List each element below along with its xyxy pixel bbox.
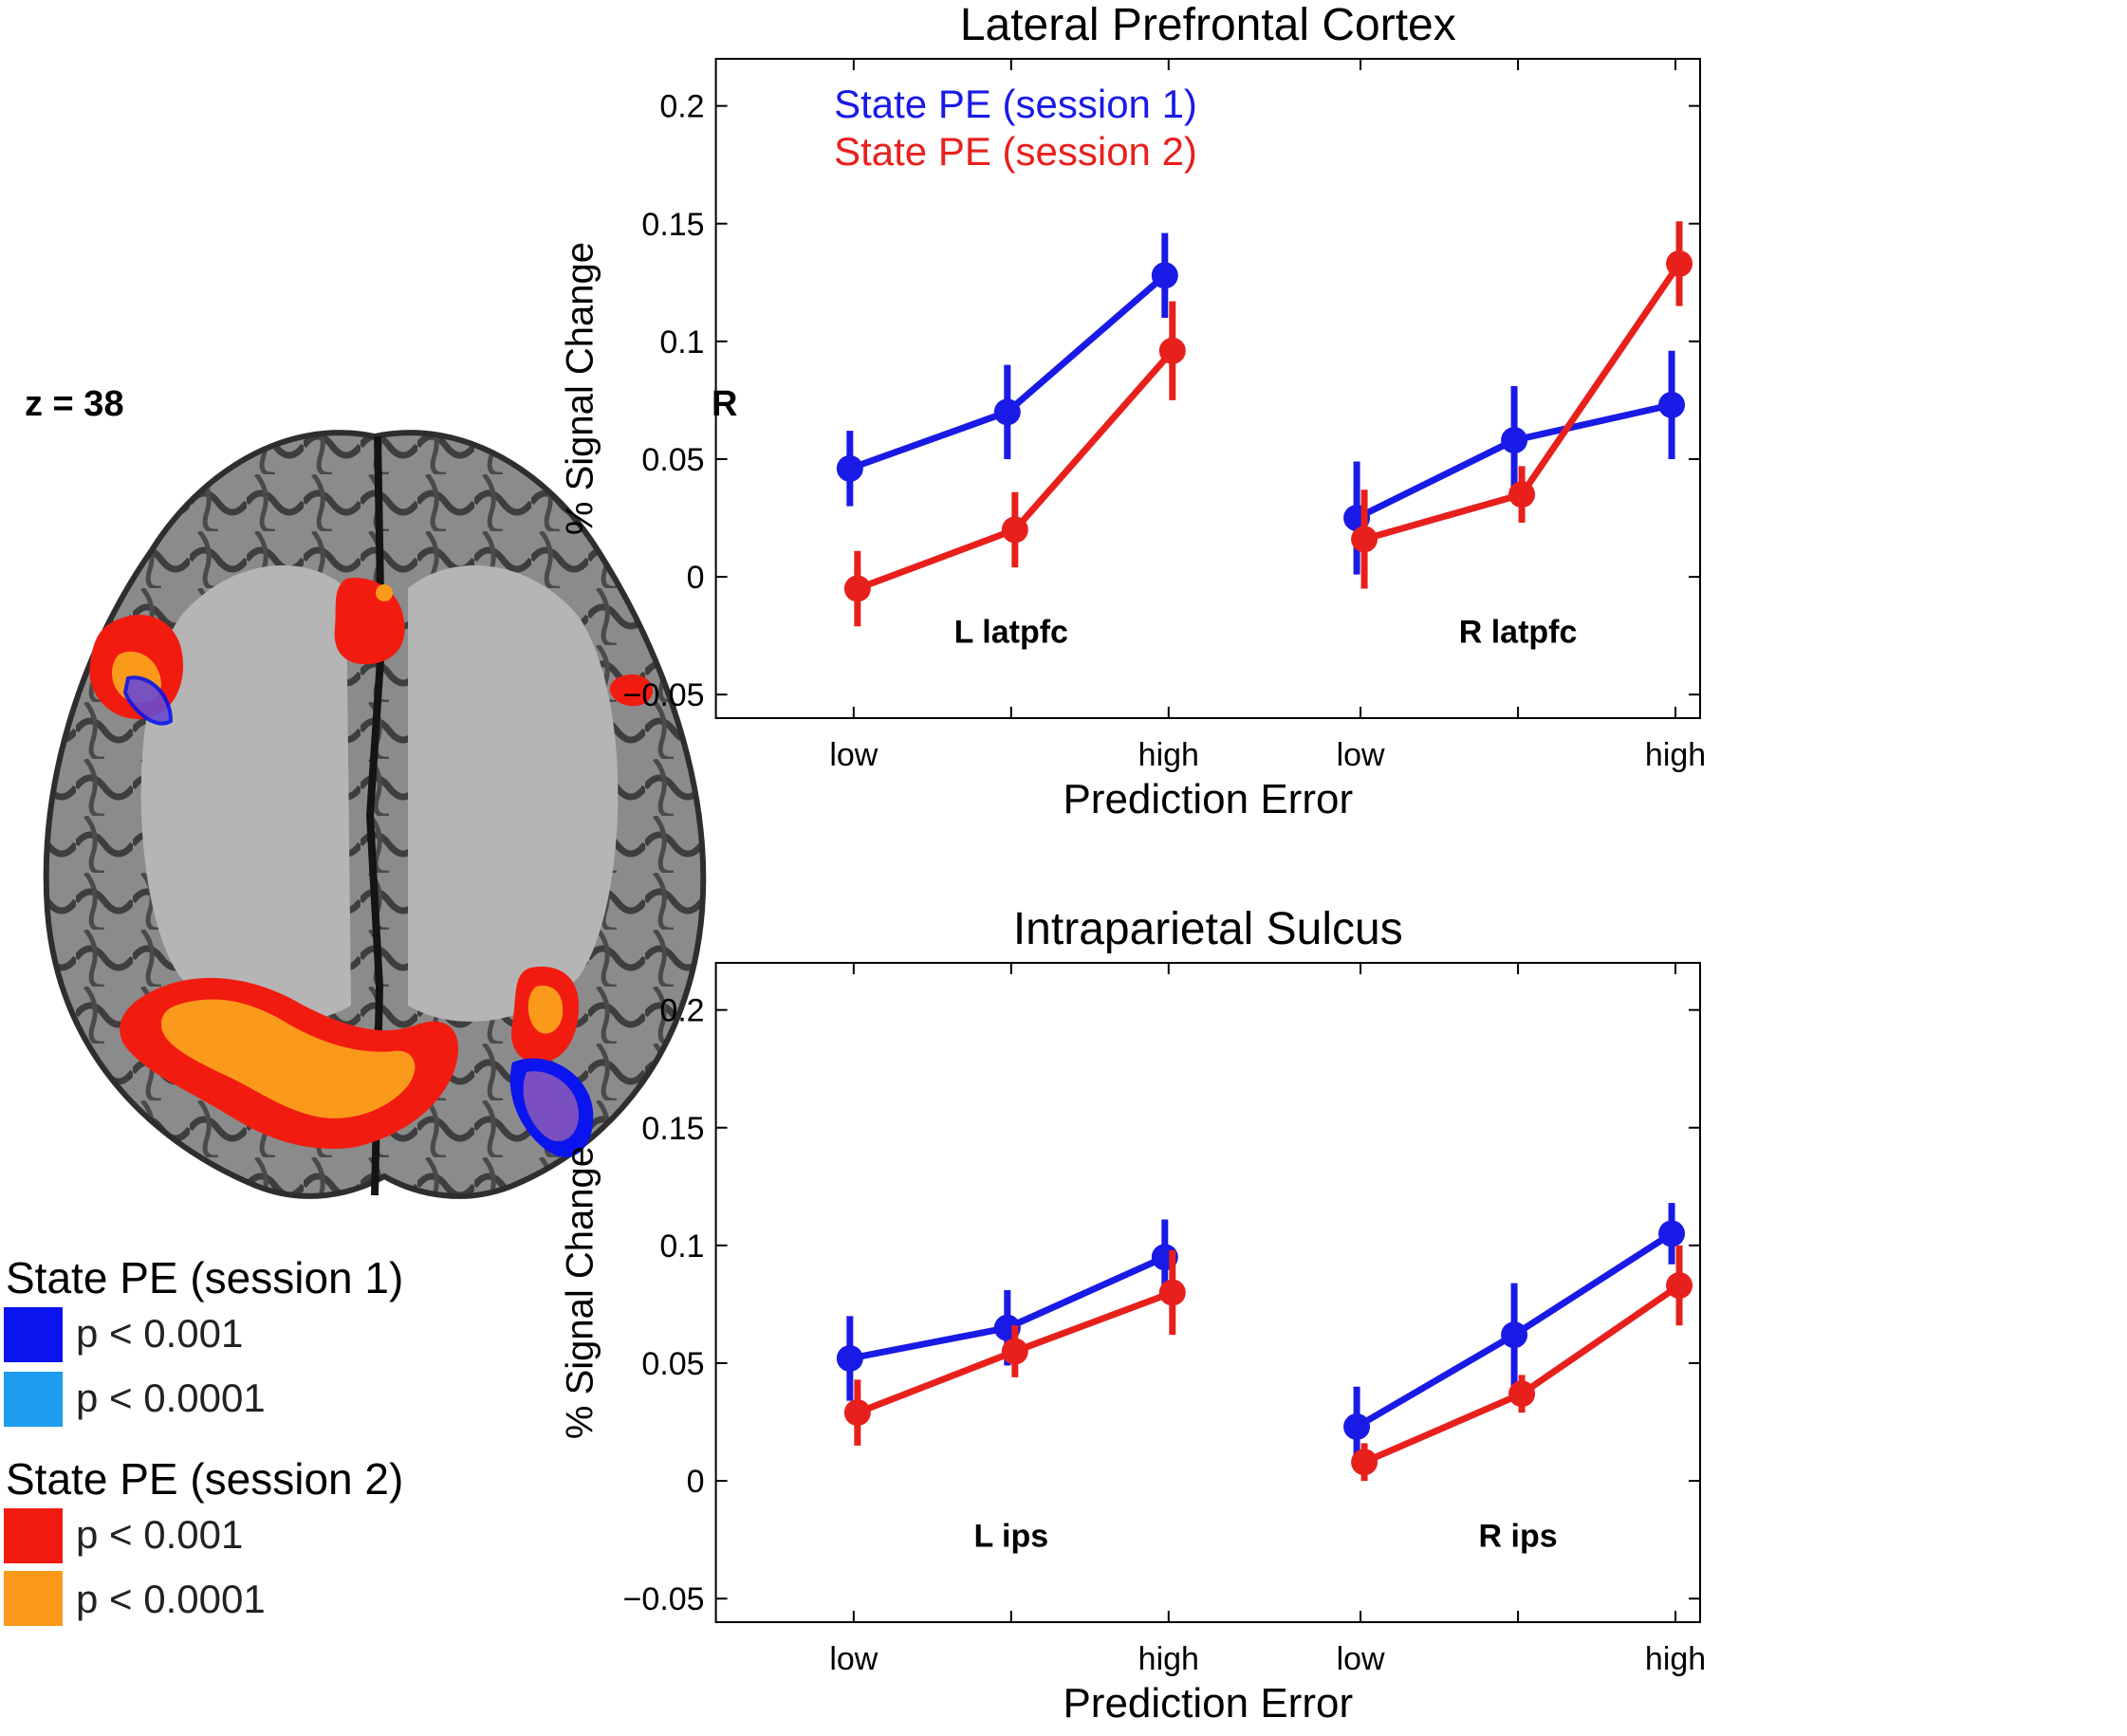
chart-1: Intraparietal Sulcus −0.05 0 0.05 0.1 0.15 0.2… [560,904,1707,1727]
data-point [1158,337,1186,364]
x-tick-label: high [1138,1641,1199,1677]
legend-swatch-s1-p0001 [4,1372,63,1427]
group-label: R ips [1479,1519,1558,1555]
data-point [843,575,871,602]
group-label: R latpfc [1459,615,1578,651]
activation-left-ips [120,977,459,1149]
legend-label-s1-p0001: p < 0.0001 [76,1376,266,1420]
data-point [1501,427,1528,454]
y-tick-label: 0 [687,1464,705,1500]
chart-0: Lateral Prefrontal Cortex −0.05 0 0.05 0.1 0.… [560,0,1707,822]
group-label: L latpfc [954,615,1068,651]
data-point [1501,1321,1528,1349]
data-point [843,1399,871,1427]
group-label: L ips [973,1519,1048,1555]
data-point [1151,262,1178,289]
series-line [1362,1283,1682,1466]
y-tick-label: −0.05 [623,1581,705,1617]
data-point [1001,1338,1028,1365]
white-matter-right [408,565,619,1022]
axes-frame [714,58,1701,719]
white-matter-left [140,565,351,1022]
legend-label-s2-p001: p < 0.001 [76,1512,244,1557]
activation-right-latpfc [609,674,654,707]
data-point [1658,391,1686,418]
data-point [1508,481,1536,508]
chart-legend-entry: State PE (session 1) [834,82,1197,126]
y-tick-label: 0.15 [641,207,704,243]
brain-axial-slice [43,430,707,1199]
data-point [1343,1413,1371,1440]
activation-right-ips [509,967,594,1157]
chart-legend-entry: State PE (session 2) [834,129,1197,174]
chart-title: Intraparietal Sulcus [1013,904,1403,954]
data-point [1351,526,1378,553]
slice-coordinate-label: z = 38 [25,384,124,424]
activation-medial-frontal [334,578,405,665]
y-tick-label: −0.05 [623,677,705,713]
y-tick-label: 0.15 [641,1111,704,1147]
y-tick-label: 0.05 [641,1346,704,1382]
x-axis-label: Prediction Error [1063,776,1353,822]
data-point [836,1345,863,1372]
data-point [1158,1279,1186,1306]
y-tick-label: 0.2 [659,993,704,1029]
x-tick-label: high [1645,737,1706,773]
activation-left-latpfc [89,615,184,726]
legend-swatch-s2-p0001 [4,1571,63,1626]
x-axis-label: Prediction Error [1063,1680,1353,1727]
legend-title-session2: State PE (session 2) [6,1454,404,1504]
x-tick-label: low [1337,1641,1385,1677]
y-tick-label: 0.2 [659,89,704,125]
data-point [1666,249,1693,277]
data-point [1666,1272,1693,1300]
x-tick-label: high [1645,1641,1706,1677]
legend-label-s1-p001: p < 0.001 [76,1311,244,1356]
y-tick-label: 0.1 [659,324,704,360]
legend-label-s2-p0001: p < 0.0001 [76,1577,266,1621]
axes-frame [714,962,1701,1623]
chart-title: Lateral Prefrontal Cortex [960,0,1456,50]
data-point [993,398,1021,426]
x-tick-label: low [1337,737,1385,773]
legend-swatch-s1-p001 [4,1307,63,1362]
data-point [836,454,863,482]
y-tick-label: 0 [687,560,705,596]
data-point [1658,1220,1686,1247]
x-tick-label: low [829,1641,878,1677]
data-point [1001,516,1028,544]
data-point [1351,1449,1378,1476]
legend-title-session1: State PE (session 1) [6,1253,404,1302]
y-tick-label: 0.1 [659,1228,704,1265]
x-tick-label: low [829,737,878,773]
y-tick-label: 0.05 [641,442,704,478]
legend-swatch-s2-p001 [4,1508,63,1563]
y-axis-label: % Signal Change [560,1146,601,1439]
data-point [1508,1380,1536,1408]
y-axis-label: % Signal Change [560,242,601,535]
x-tick-label: high [1138,737,1199,773]
